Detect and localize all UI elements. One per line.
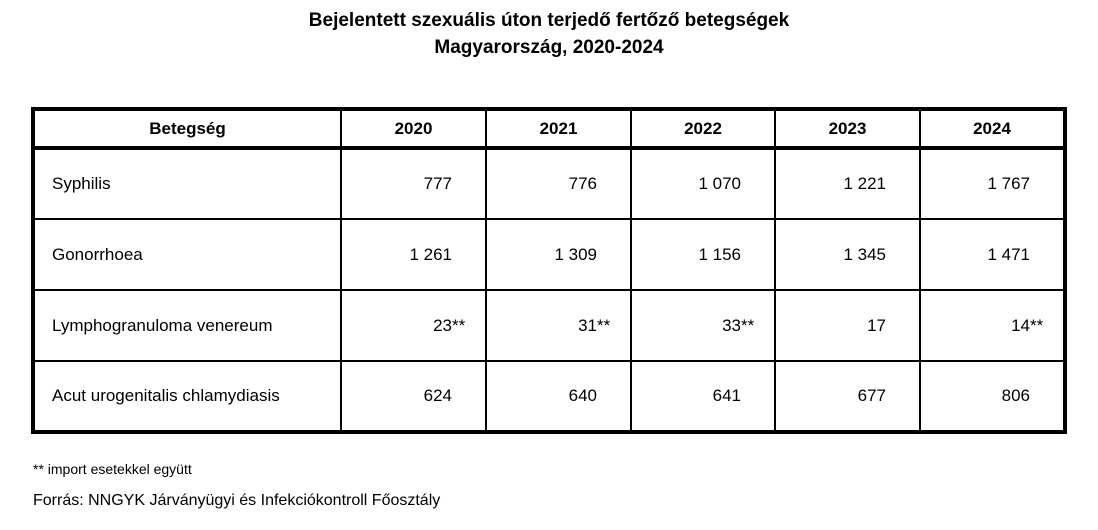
cell-value: 1 767 (987, 174, 1030, 193)
value-cell: 677 (774, 360, 921, 433)
value-cell: 1 471 (919, 218, 1066, 291)
title-line-2: Magyarország, 2020-2024 (434, 37, 664, 58)
cell-value: 777 (423, 174, 452, 193)
value-cell: 1 345 (774, 218, 921, 291)
value-cell: 640 (485, 360, 632, 433)
cell-value: 1 345 (843, 244, 886, 264)
disease-name-cell: Gonorrhoea (32, 218, 342, 291)
column-header-2023: 2023 (774, 108, 921, 150)
cell-value: 1 156 (698, 244, 741, 264)
cell-value: 33 (722, 315, 741, 335)
column-header-2020: 2020 (340, 108, 487, 150)
value-cell: 1 309 (485, 218, 632, 291)
footnote-import-cases: ** import esetekkel együtt (33, 461, 192, 477)
cell-value: 776 (568, 174, 597, 193)
value-cell: 806 (919, 360, 1066, 433)
footnote-source: Forrás: NNGYK Járványügyi és Infekciókon… (33, 492, 441, 509)
value-cell: 1 070 (630, 147, 776, 220)
table-row-lymphogranuloma-venereum: Lymphogranuloma venereum 23** 31** 33** … (32, 289, 1066, 362)
value-cell: 1 261 (340, 218, 487, 291)
column-header-2022: 2022 (630, 108, 776, 150)
value-cell: 31** (485, 289, 632, 362)
table-row-acut-urogenitalis-chlamydiasis: Acut urogenitalis chlamydiasis 624 640 6… (32, 360, 1066, 433)
cell-value: 1 309 (554, 244, 597, 264)
table-row-syphilis: Syphilis 777 776 1 070 1 221 1 767 (32, 147, 1066, 220)
cell-value: 17 (867, 315, 886, 335)
cell-value: 677 (857, 386, 886, 405)
header-row: Betegség 2020 2021 2022 2023 2024 (32, 108, 1066, 150)
table-row-gonorrhoea: Gonorrhoea 1 261 1 309 1 156 1 345 1 471 (32, 218, 1066, 291)
value-cell: 1 221 (774, 147, 921, 220)
cell-value: 1 471 (987, 244, 1030, 264)
disease-name-cell: Syphilis (32, 147, 342, 220)
value-cell: 641 (630, 360, 776, 433)
value-cell: 1 156 (630, 218, 776, 291)
disease-name-cell: Lymphogranuloma venereum (32, 289, 342, 362)
value-cell: 624 (340, 360, 487, 433)
title-line-1: Bejelentett szexuális úton terjedő fertő… (308, 10, 790, 31)
column-header-disease: Betegség (32, 108, 342, 150)
value-cell: 17 (774, 289, 921, 362)
column-header-2024: 2024 (919, 108, 1066, 150)
column-header-2021: 2021 (485, 108, 632, 150)
cell-value: 1 261 (409, 244, 452, 264)
disease-name-cell: Acut urogenitalis chlamydiasis (32, 360, 342, 433)
cell-value: 641 (712, 386, 741, 405)
value-cell: 1 767 (919, 147, 1066, 220)
page-title: Bejelentett szexuális úton terjedő fertő… (0, 7, 1098, 61)
sti-data-table: Betegség 2020 2021 2022 2023 2024 Syphil… (31, 107, 1067, 434)
value-cell: 23** (340, 289, 487, 362)
value-cell: 33** (630, 289, 776, 362)
cell-value: 14 (1011, 315, 1030, 335)
cell-value: 624 (423, 386, 452, 405)
cell-value: 640 (568, 386, 597, 405)
value-cell: 14** (919, 289, 1066, 362)
cell-value: 23 (433, 315, 452, 335)
value-cell: 776 (485, 147, 632, 220)
cell-value: 31 (578, 315, 597, 335)
cell-value: 1 070 (698, 174, 741, 193)
value-cell: 777 (340, 147, 487, 220)
cell-value: 806 (1001, 386, 1030, 405)
cell-value: 1 221 (843, 174, 886, 193)
